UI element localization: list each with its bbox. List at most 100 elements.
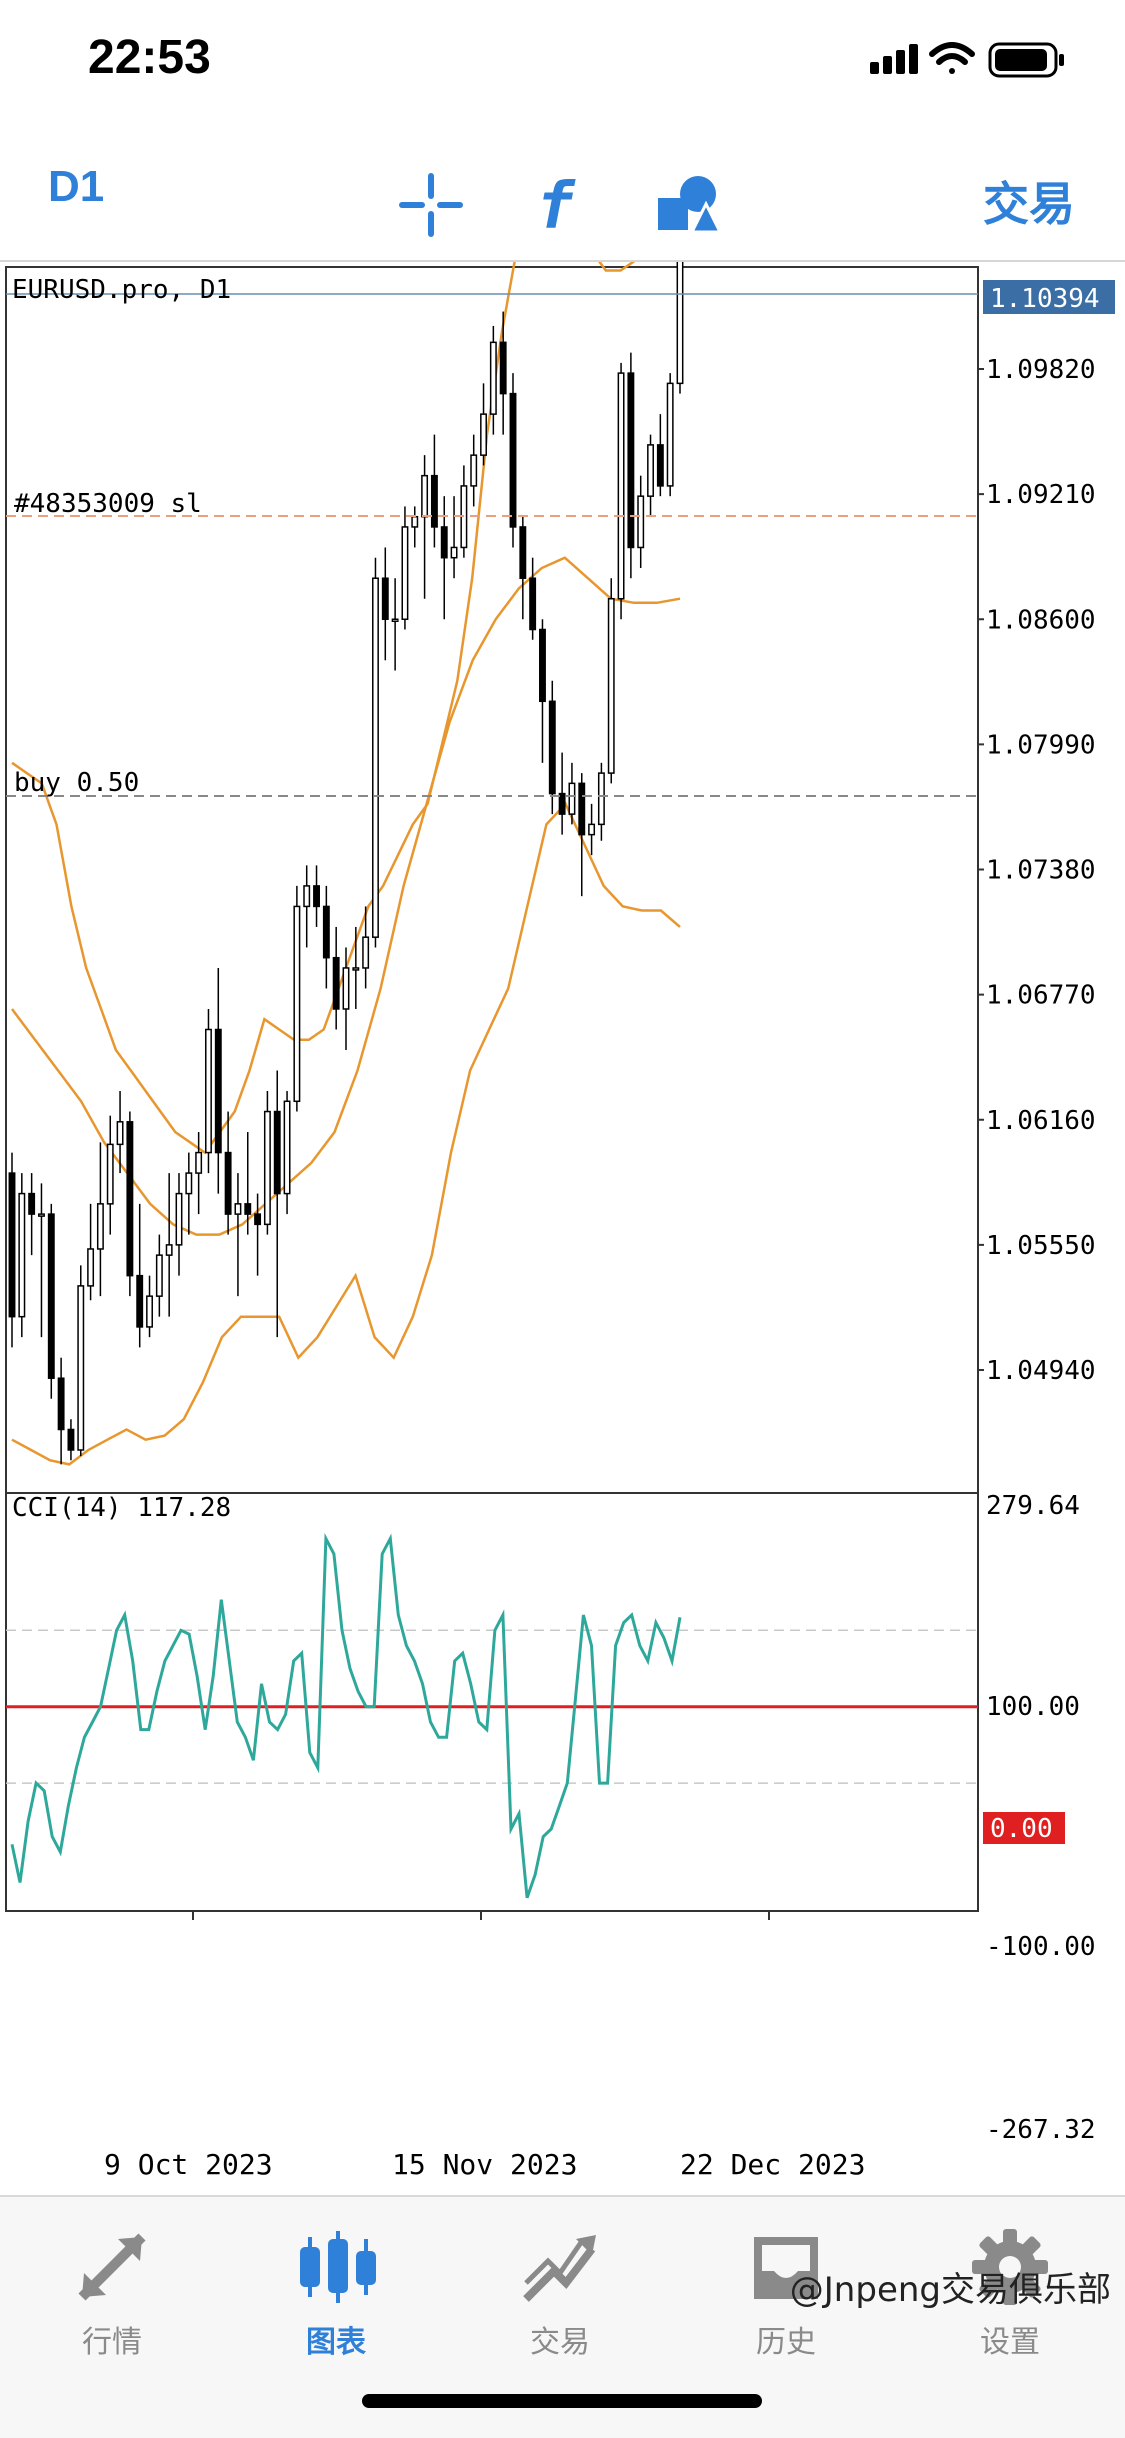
candle-body [539, 628, 546, 703]
candle-29 [293, 885, 301, 1112]
tab-settings-label: 设置 [980, 2325, 1040, 2360]
cci-tick-bottom: -267.32 [986, 2115, 1096, 2145]
tab-quotes[interactable]: 行情 [22, 2217, 202, 2367]
candle-46 [460, 465, 468, 558]
candle-body [529, 577, 537, 631]
candle-63 [627, 352, 635, 579]
price-tick-label-5: 1.06770 [986, 981, 1096, 1011]
timeframe-button[interactable]: D1 [48, 162, 105, 211]
candle-24 [244, 1132, 252, 1235]
candle-body [342, 967, 350, 1010]
tab-history-label: 历史 [756, 2325, 816, 2360]
candle-4 [47, 1203, 55, 1399]
candle-32 [322, 885, 330, 989]
candle-body [597, 772, 605, 826]
candle-49 [489, 325, 497, 435]
candle-body [372, 577, 379, 938]
candle-13 [136, 1203, 144, 1348]
candle-body [421, 474, 429, 518]
candle-body [627, 372, 635, 549]
candle-body [480, 413, 487, 456]
bb-middle-line [10, 556, 681, 1236]
candle-61 [607, 578, 615, 784]
chart-toolbar: D1 f 交易 [0, 140, 1125, 260]
candle-body [47, 1213, 55, 1379]
candle-body [106, 1143, 114, 1205]
svg-text:f: f [536, 170, 576, 240]
candle-45 [450, 496, 458, 579]
candle-body [96, 1203, 104, 1250]
candle-25 [254, 1193, 262, 1276]
candle-28 [283, 1091, 291, 1215]
shapes-icon[interactable] [654, 170, 724, 240]
candle-body [509, 392, 517, 528]
candle-43 [430, 434, 438, 548]
candle-39 [391, 578, 399, 671]
cci-tick-upper: 100.00 [986, 1692, 1080, 1722]
candle-body [391, 618, 399, 622]
date-label-2: 22 Dec 2023 [680, 2148, 865, 2181]
cci-tick-top: 279.64 [986, 1491, 1080, 1521]
candle-body [205, 1028, 212, 1154]
price-chart[interactable]: 1.09820 1.09210 1.08600 1.07990 1.07380 1.067… [0, 187, 1125, 2192]
wifi-icon [929, 42, 975, 74]
candle-26 [263, 1091, 271, 1235]
candle-22 [224, 1111, 232, 1235]
price-tick-label-2: 1.08600 [986, 605, 1096, 635]
candle-body [244, 1203, 252, 1215]
candle-body [195, 1151, 203, 1174]
candle-65 [647, 434, 654, 517]
crosshair-icon[interactable] [396, 170, 466, 240]
candle-body [18, 1192, 26, 1318]
tab-trade[interactable]: 交易 [470, 2217, 650, 2367]
candle-59 [588, 803, 596, 856]
candle-body [647, 444, 654, 497]
candle-34 [342, 947, 350, 1051]
candle-54 [539, 619, 546, 763]
candle-body [637, 495, 645, 549]
candle-0 [8, 1152, 16, 1348]
candle-5 [57, 1357, 65, 1465]
candle-1 [18, 1173, 26, 1338]
tab-settings[interactable]: 设置 [920, 2217, 1100, 2367]
candle-36 [362, 906, 370, 989]
candle-body [155, 1254, 163, 1297]
candle-68 [676, 252, 684, 394]
candle-body [254, 1213, 262, 1226]
gear-icon [972, 2229, 1048, 2305]
candle-body [313, 885, 320, 908]
candle-body [263, 1110, 271, 1226]
function-icon[interactable]: f [522, 170, 592, 240]
candle-body [450, 546, 458, 559]
candle-body [322, 905, 330, 959]
date-label-0: 9 Oct 2023 [104, 2148, 273, 2181]
tab-trade-label: 交易 [530, 2325, 590, 2360]
trade-button[interactable]: 交易 [983, 177, 1075, 231]
candle-body [165, 1244, 173, 1256]
candle-body [352, 967, 360, 971]
candle-body [116, 1121, 124, 1146]
tab-chart[interactable]: 图表 [246, 2217, 426, 2367]
candle-body [224, 1151, 232, 1215]
candle-body [656, 444, 664, 487]
chart-area[interactable]: 1.09820 1.09210 1.08600 1.07990 1.07380 1.067… [0, 187, 1125, 2192]
price-tick-label-1: 1.09210 [986, 480, 1096, 510]
signal-icon [870, 44, 918, 74]
watermark: @Jnpeng交易俱乐部 [789, 2270, 1111, 2310]
candle-body [401, 526, 409, 620]
candle-42 [421, 455, 429, 599]
candle-body [273, 1110, 281, 1195]
tab-history[interactable]: 历史 [696, 2217, 876, 2367]
candle-body [303, 885, 311, 908]
status-icons [870, 42, 1064, 78]
candle-body [126, 1121, 134, 1277]
candle-62 [617, 362, 625, 620]
candle-7 [77, 1265, 85, 1457]
date-label-1: 15 Nov 2023 [392, 2148, 577, 2181]
candle-body [146, 1295, 153, 1328]
candle-56 [558, 752, 566, 835]
candle-body [136, 1274, 144, 1328]
toolbar-divider [0, 260, 1125, 262]
candle-body [430, 474, 438, 528]
candle-body [87, 1248, 95, 1287]
